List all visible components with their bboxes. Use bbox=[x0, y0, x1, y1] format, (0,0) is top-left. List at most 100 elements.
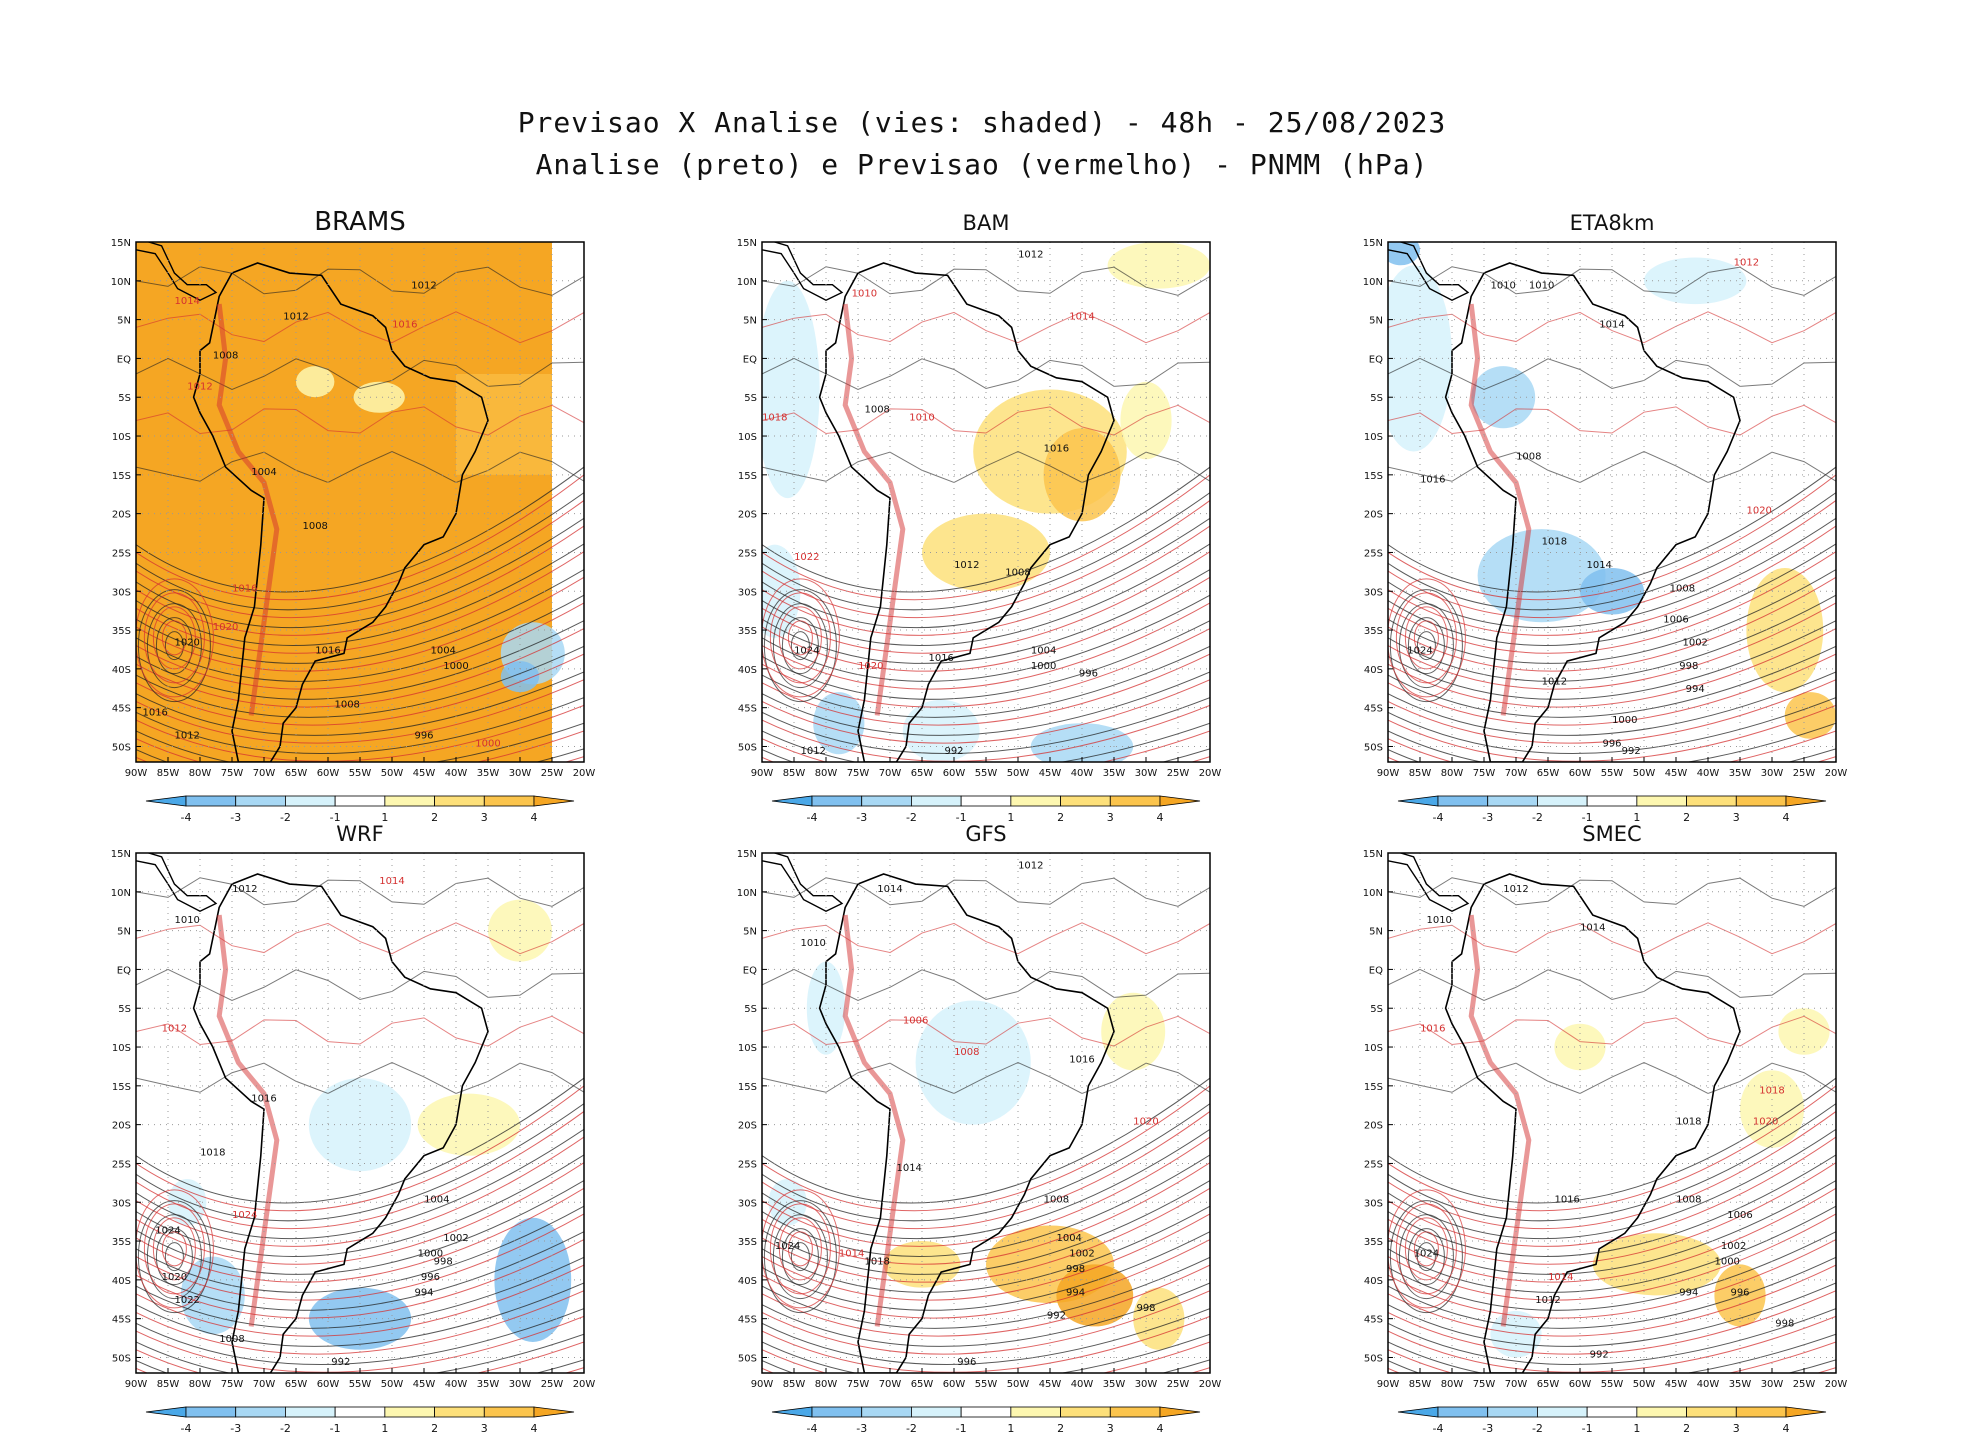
lon-tick-label: 45W bbox=[413, 1379, 436, 1390]
lon-tick-label: 60W bbox=[1569, 1379, 1592, 1390]
bias-region bbox=[1592, 1233, 1721, 1296]
contour-label: 1020 bbox=[213, 622, 238, 633]
contour-label: 1016 bbox=[232, 583, 257, 594]
lat-tick-label: 5N bbox=[1369, 927, 1383, 938]
lat-tick-label: 50S bbox=[1364, 1353, 1383, 1364]
map-panel-eta8km: ETA8km 1012 1010 1010 1014 1008 1016 1018 1020 10… bbox=[1363, 211, 1848, 824]
bias-region bbox=[1388, 265, 1452, 452]
lon-tick-label: 45W bbox=[1039, 1379, 1062, 1390]
lat-tick-label: 15N bbox=[737, 238, 757, 249]
colorbar-label: 4 bbox=[1783, 1422, 1790, 1435]
map-panel-gfs: GFS1012101410101006100810161014102010181… bbox=[737, 822, 1222, 1435]
colorbar-label: 2 bbox=[1057, 1422, 1064, 1435]
lat-tick-label: 10N bbox=[111, 888, 131, 899]
lat-tick-label: 10N bbox=[111, 277, 131, 288]
contour-label: 1008 bbox=[1676, 1194, 1701, 1205]
contour-label: 1008 bbox=[334, 700, 359, 711]
lat-tick-label: 20S bbox=[738, 1121, 757, 1132]
contour-label: 1004 bbox=[1031, 645, 1056, 656]
lon-tick-label: 45W bbox=[413, 768, 436, 779]
lon-tick-label: 90W bbox=[125, 1379, 148, 1390]
contour-label: 998 bbox=[1066, 1264, 1085, 1275]
south-america-coastline bbox=[818, 262, 1115, 762]
figure-title-line-2: Analise (preto) e Previsao (vermelho) - … bbox=[535, 148, 1429, 181]
lat-tick-label: 50S bbox=[112, 1353, 131, 1364]
contour-label: 1014 bbox=[379, 876, 404, 887]
contour-label: 1002 bbox=[1682, 638, 1707, 649]
contour-label: 992 bbox=[1622, 746, 1641, 757]
contour-label: 1016 bbox=[1044, 444, 1069, 455]
contour-label: 998 bbox=[434, 1256, 453, 1267]
lat-tick-label: 15S bbox=[738, 1082, 757, 1093]
panel-title: WRF bbox=[336, 822, 383, 846]
lat-tick-label: 35S bbox=[738, 1237, 757, 1248]
lon-tick-label: 45W bbox=[1665, 1379, 1688, 1390]
lat-tick-label: 45S bbox=[112, 1315, 131, 1326]
colorbar: -4 -3 -2 -1 1 2 3 4 bbox=[1397, 795, 1827, 824]
lon-tick-label: 70W bbox=[253, 1379, 276, 1390]
contour-label: 1020 bbox=[1133, 1117, 1158, 1128]
lon-tick-label: 55W bbox=[349, 1379, 372, 1390]
contour-label: 1006 bbox=[903, 1016, 928, 1027]
contour-label: 1008 bbox=[864, 405, 889, 416]
contour-label: 1014 bbox=[328, 845, 353, 856]
colorbar-label: 4 bbox=[1783, 811, 1790, 824]
colorbar-label: 3 bbox=[1733, 1422, 1740, 1435]
lon-tick-label: 75W bbox=[847, 768, 870, 779]
contour-label: 1024 bbox=[1407, 645, 1432, 656]
colorbar-label: -4 bbox=[181, 811, 192, 824]
colorbar-label: -4 bbox=[1433, 1422, 1444, 1435]
colorbar-label: -4 bbox=[181, 1422, 192, 1435]
lon-tick-label: 75W bbox=[847, 1379, 870, 1390]
lon-tick-label: 30W bbox=[1135, 1379, 1158, 1390]
bias-region bbox=[1471, 366, 1536, 429]
lon-tick-label: 70W bbox=[253, 768, 276, 779]
colorbar-label: 4 bbox=[531, 1422, 538, 1435]
lat-tick-label: 10N bbox=[737, 888, 757, 899]
contour-label: 1004 bbox=[424, 1194, 449, 1205]
lat-tick-label: 10S bbox=[738, 432, 757, 443]
lon-tick-label: 65W bbox=[285, 768, 308, 779]
colorbar-label: 2 bbox=[431, 1422, 438, 1435]
lon-tick-label: 90W bbox=[751, 768, 774, 779]
lat-tick-label: 5N bbox=[743, 927, 757, 938]
contour-label: 1020 bbox=[1746, 506, 1771, 517]
lon-tick-label: 30W bbox=[509, 1379, 532, 1390]
map-panel-bam: BAM 1012 1010 1014 1008 1010 1016 1018 1022 1012 1… bbox=[737, 211, 1222, 824]
lat-tick-label: 10S bbox=[112, 432, 131, 443]
contour-label: 1004 bbox=[1056, 1233, 1081, 1244]
contour-label: 1020 bbox=[162, 1272, 187, 1283]
contour-label: 994 bbox=[1066, 1287, 1085, 1298]
contour-label: 1012 bbox=[162, 1024, 187, 1035]
lon-tick-label: 30W bbox=[1135, 768, 1158, 779]
contour-label: 1022 bbox=[174, 1295, 199, 1306]
lat-tick-label: 25S bbox=[1364, 548, 1383, 559]
contour-label: 996 bbox=[414, 731, 433, 742]
contour-label: 1020 bbox=[858, 661, 883, 672]
lon-tick-label: 25W bbox=[1167, 1379, 1190, 1390]
lon-tick-label: 90W bbox=[1377, 1379, 1400, 1390]
bias-region bbox=[353, 381, 405, 413]
lon-tick-label: 20W bbox=[1199, 768, 1222, 779]
colorbar-label: 4 bbox=[1157, 1422, 1164, 1435]
lat-tick-label: EQ bbox=[743, 965, 757, 976]
lon-tick-label: 70W bbox=[879, 1379, 902, 1390]
lat-tick-label: 40S bbox=[738, 1276, 757, 1287]
lat-tick-label: 35S bbox=[112, 626, 131, 637]
contour-label: 1018 bbox=[200, 1148, 225, 1159]
lon-tick-label: 50W bbox=[381, 768, 404, 779]
contour-label: 1008 bbox=[1670, 583, 1695, 594]
lon-tick-label: 25W bbox=[541, 1379, 564, 1390]
colorbar-label: -3 bbox=[856, 1422, 867, 1435]
lat-tick-label: 10S bbox=[1364, 432, 1383, 443]
contour-label: 1000 bbox=[1031, 661, 1056, 672]
contour-label: 1016 bbox=[1420, 1024, 1445, 1035]
lon-tick-label: 80W bbox=[1441, 768, 1464, 779]
lon-tick-label: 85W bbox=[783, 768, 806, 779]
lon-tick-label: 50W bbox=[381, 1379, 404, 1390]
contour-label: 1014 bbox=[896, 1163, 921, 1174]
lon-tick-label: 75W bbox=[221, 1379, 244, 1390]
contour-label: 1010 bbox=[909, 413, 934, 424]
contour-label: 1014 bbox=[877, 884, 902, 895]
